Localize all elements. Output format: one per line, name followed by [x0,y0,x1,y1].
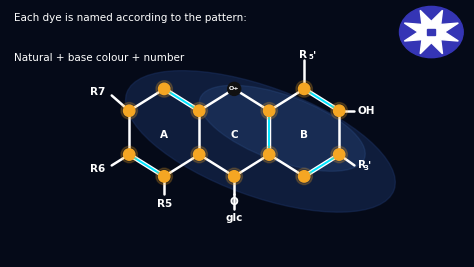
Ellipse shape [126,71,395,212]
Text: C: C [230,130,238,140]
Circle shape [400,6,463,58]
Polygon shape [404,10,458,54]
Text: 5: 5 [309,54,313,60]
Text: R: R [357,160,365,170]
Ellipse shape [200,85,365,171]
Text: A: A [160,130,168,140]
Circle shape [158,83,170,95]
Circle shape [156,168,173,185]
Text: R6: R6 [90,163,105,174]
Circle shape [299,171,310,182]
Circle shape [124,105,135,116]
Text: 3: 3 [363,165,368,171]
Circle shape [261,103,277,119]
Circle shape [193,149,205,160]
Circle shape [158,171,170,182]
Text: R5: R5 [156,198,172,209]
Circle shape [264,149,275,160]
Circle shape [121,146,137,163]
Circle shape [228,82,241,95]
Circle shape [121,103,137,119]
Text: R7: R7 [90,87,105,97]
Circle shape [334,105,345,116]
Circle shape [156,81,173,97]
Circle shape [191,146,208,163]
Text: O: O [230,197,238,207]
Text: R: R [299,50,307,60]
Circle shape [264,105,275,116]
Circle shape [124,149,135,160]
Text: glc: glc [226,213,243,223]
Text: Each dye is named according to the pattern:: Each dye is named according to the patte… [14,13,247,23]
Text: B: B [300,130,308,140]
Text: ': ' [368,160,371,170]
Circle shape [334,149,345,160]
Bar [428,29,435,35]
Circle shape [228,171,240,182]
Circle shape [331,146,347,163]
Text: ': ' [313,50,316,60]
Circle shape [226,168,242,185]
Circle shape [296,168,312,185]
Circle shape [331,103,347,119]
Circle shape [261,146,277,163]
Text: OH: OH [357,106,375,116]
Circle shape [299,83,310,95]
Text: Natural + base colour + number: Natural + base colour + number [14,53,184,63]
Circle shape [193,105,205,116]
Circle shape [191,103,208,119]
Text: O+: O+ [229,87,239,91]
Circle shape [296,81,312,97]
